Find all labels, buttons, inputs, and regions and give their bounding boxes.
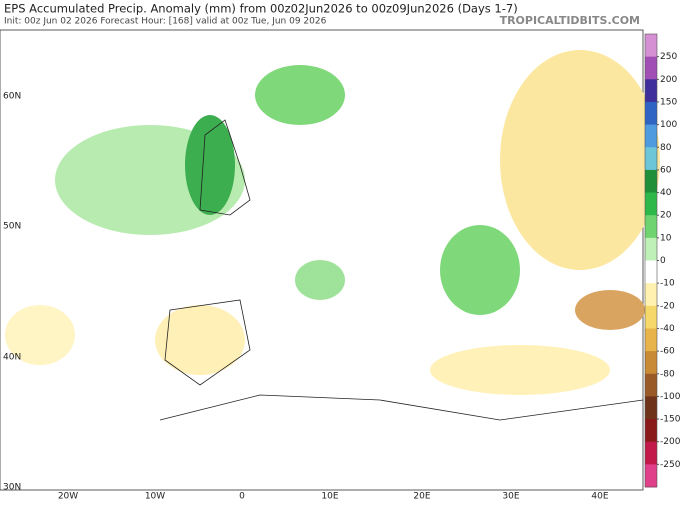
lat-label: 50N <box>3 222 21 232</box>
colorbar-swatch <box>645 260 657 284</box>
colorbar-label: -80 <box>660 369 675 379</box>
coastline <box>164 299 251 386</box>
colorbar-swatch <box>645 283 657 307</box>
lon-label: 0 <box>239 492 245 502</box>
colorbar-label: 20 <box>660 211 672 221</box>
precip-area <box>155 305 245 375</box>
colorbar-label: -200 <box>660 437 680 447</box>
lon-label: 40E <box>591 492 608 502</box>
precip-area <box>255 65 345 125</box>
colorbar-label: 150 <box>660 97 677 107</box>
colorbar-swatch <box>645 34 657 58</box>
title: EPS Accumulated Precip. Anomaly (mm) fro… <box>4 2 518 16</box>
colorbar-label: -10 <box>660 279 675 289</box>
precip-area <box>5 305 75 365</box>
precip-area <box>430 345 610 395</box>
colorbar-swatch <box>645 441 657 465</box>
colorbar-label: 250 <box>660 52 677 62</box>
lat-label: 40N <box>3 353 21 363</box>
colorbar-swatch <box>645 396 657 420</box>
colorbar-label: -250 <box>660 460 680 470</box>
lat-labels: 60N 50N 40N 30N <box>3 92 21 493</box>
subtitle: Init: 00z Jun 02 2026 Forecast Hour: [16… <box>4 17 327 27</box>
colorbar-swatch <box>645 237 657 261</box>
colorbar-swatch <box>645 305 657 329</box>
colorbar-swatch <box>645 101 657 126</box>
colorbar-swatch <box>645 79 657 103</box>
coastline <box>159 394 644 421</box>
lon-label: 10E <box>321 492 338 502</box>
colorbar-label: 100 <box>660 120 677 130</box>
colorbar-swatch <box>645 215 657 239</box>
colorbar-label: 60 <box>660 165 672 175</box>
colorbar: 25020015010080604020100-10-20-40-60-80-1… <box>644 33 680 488</box>
colorbar-label: -40 <box>660 324 675 334</box>
colorbar-swatch <box>645 56 657 80</box>
colorbar-label: -20 <box>660 301 675 311</box>
lat-label: 30N <box>3 483 21 493</box>
site-label: TROPICALTIDBITS.COM <box>500 14 640 27</box>
colorbar-label: 10 <box>660 233 672 243</box>
colorbar-label: -60 <box>660 347 675 357</box>
lon-label: 30E <box>502 492 519 502</box>
precip-area <box>295 260 345 300</box>
map <box>0 29 660 491</box>
lon-labels: 20W 10W 0 10E 20E 30E 40E <box>58 492 609 502</box>
precip-area <box>500 50 660 270</box>
colorbar-label: -100 <box>660 392 680 402</box>
colorbar-swatch <box>645 464 657 488</box>
colorbar-label: 200 <box>660 75 677 85</box>
precip-area <box>440 225 520 315</box>
coastline <box>199 119 251 216</box>
lon-label: 20E <box>413 492 430 502</box>
colorbar-swatch <box>645 147 657 171</box>
colorbar-label: 40 <box>660 188 672 198</box>
colorbar-label: -150 <box>660 415 680 425</box>
precip-area <box>575 290 645 330</box>
colorbar-swatch <box>645 192 657 216</box>
colorbar-swatch <box>645 351 657 375</box>
colorbar-swatch <box>645 373 657 397</box>
colorbar-swatch <box>645 419 657 443</box>
precip-area <box>185 115 235 215</box>
lat-label: 60N <box>3 92 21 102</box>
colorbar-label: 0 <box>660 256 666 266</box>
lon-label: 20W <box>58 492 78 502</box>
lon-label: 10W <box>145 492 165 502</box>
colorbar-swatch <box>645 124 657 148</box>
colorbar-label: 80 <box>660 143 672 153</box>
colorbar-swatch <box>645 169 657 194</box>
colorbar-swatch <box>645 328 657 352</box>
